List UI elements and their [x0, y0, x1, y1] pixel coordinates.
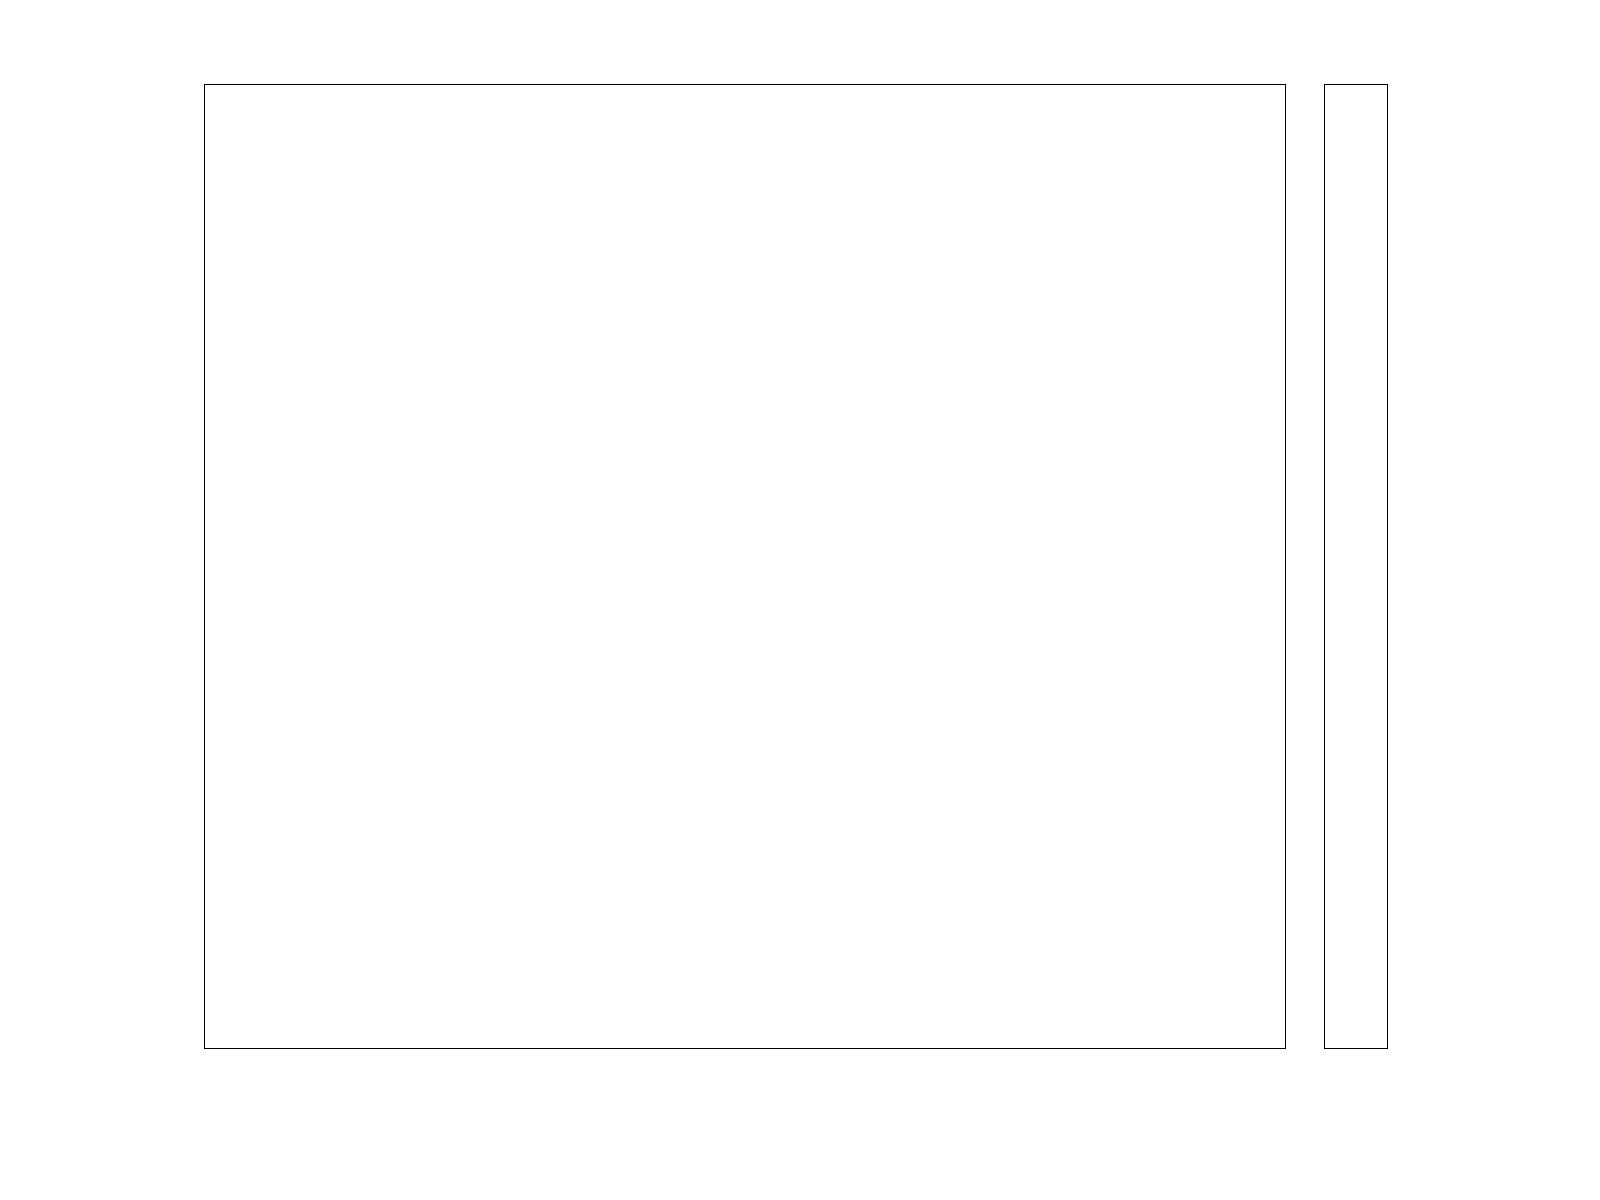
heatmap-canvas	[205, 85, 1285, 1048]
colorbar-canvas	[1325, 85, 1387, 1048]
